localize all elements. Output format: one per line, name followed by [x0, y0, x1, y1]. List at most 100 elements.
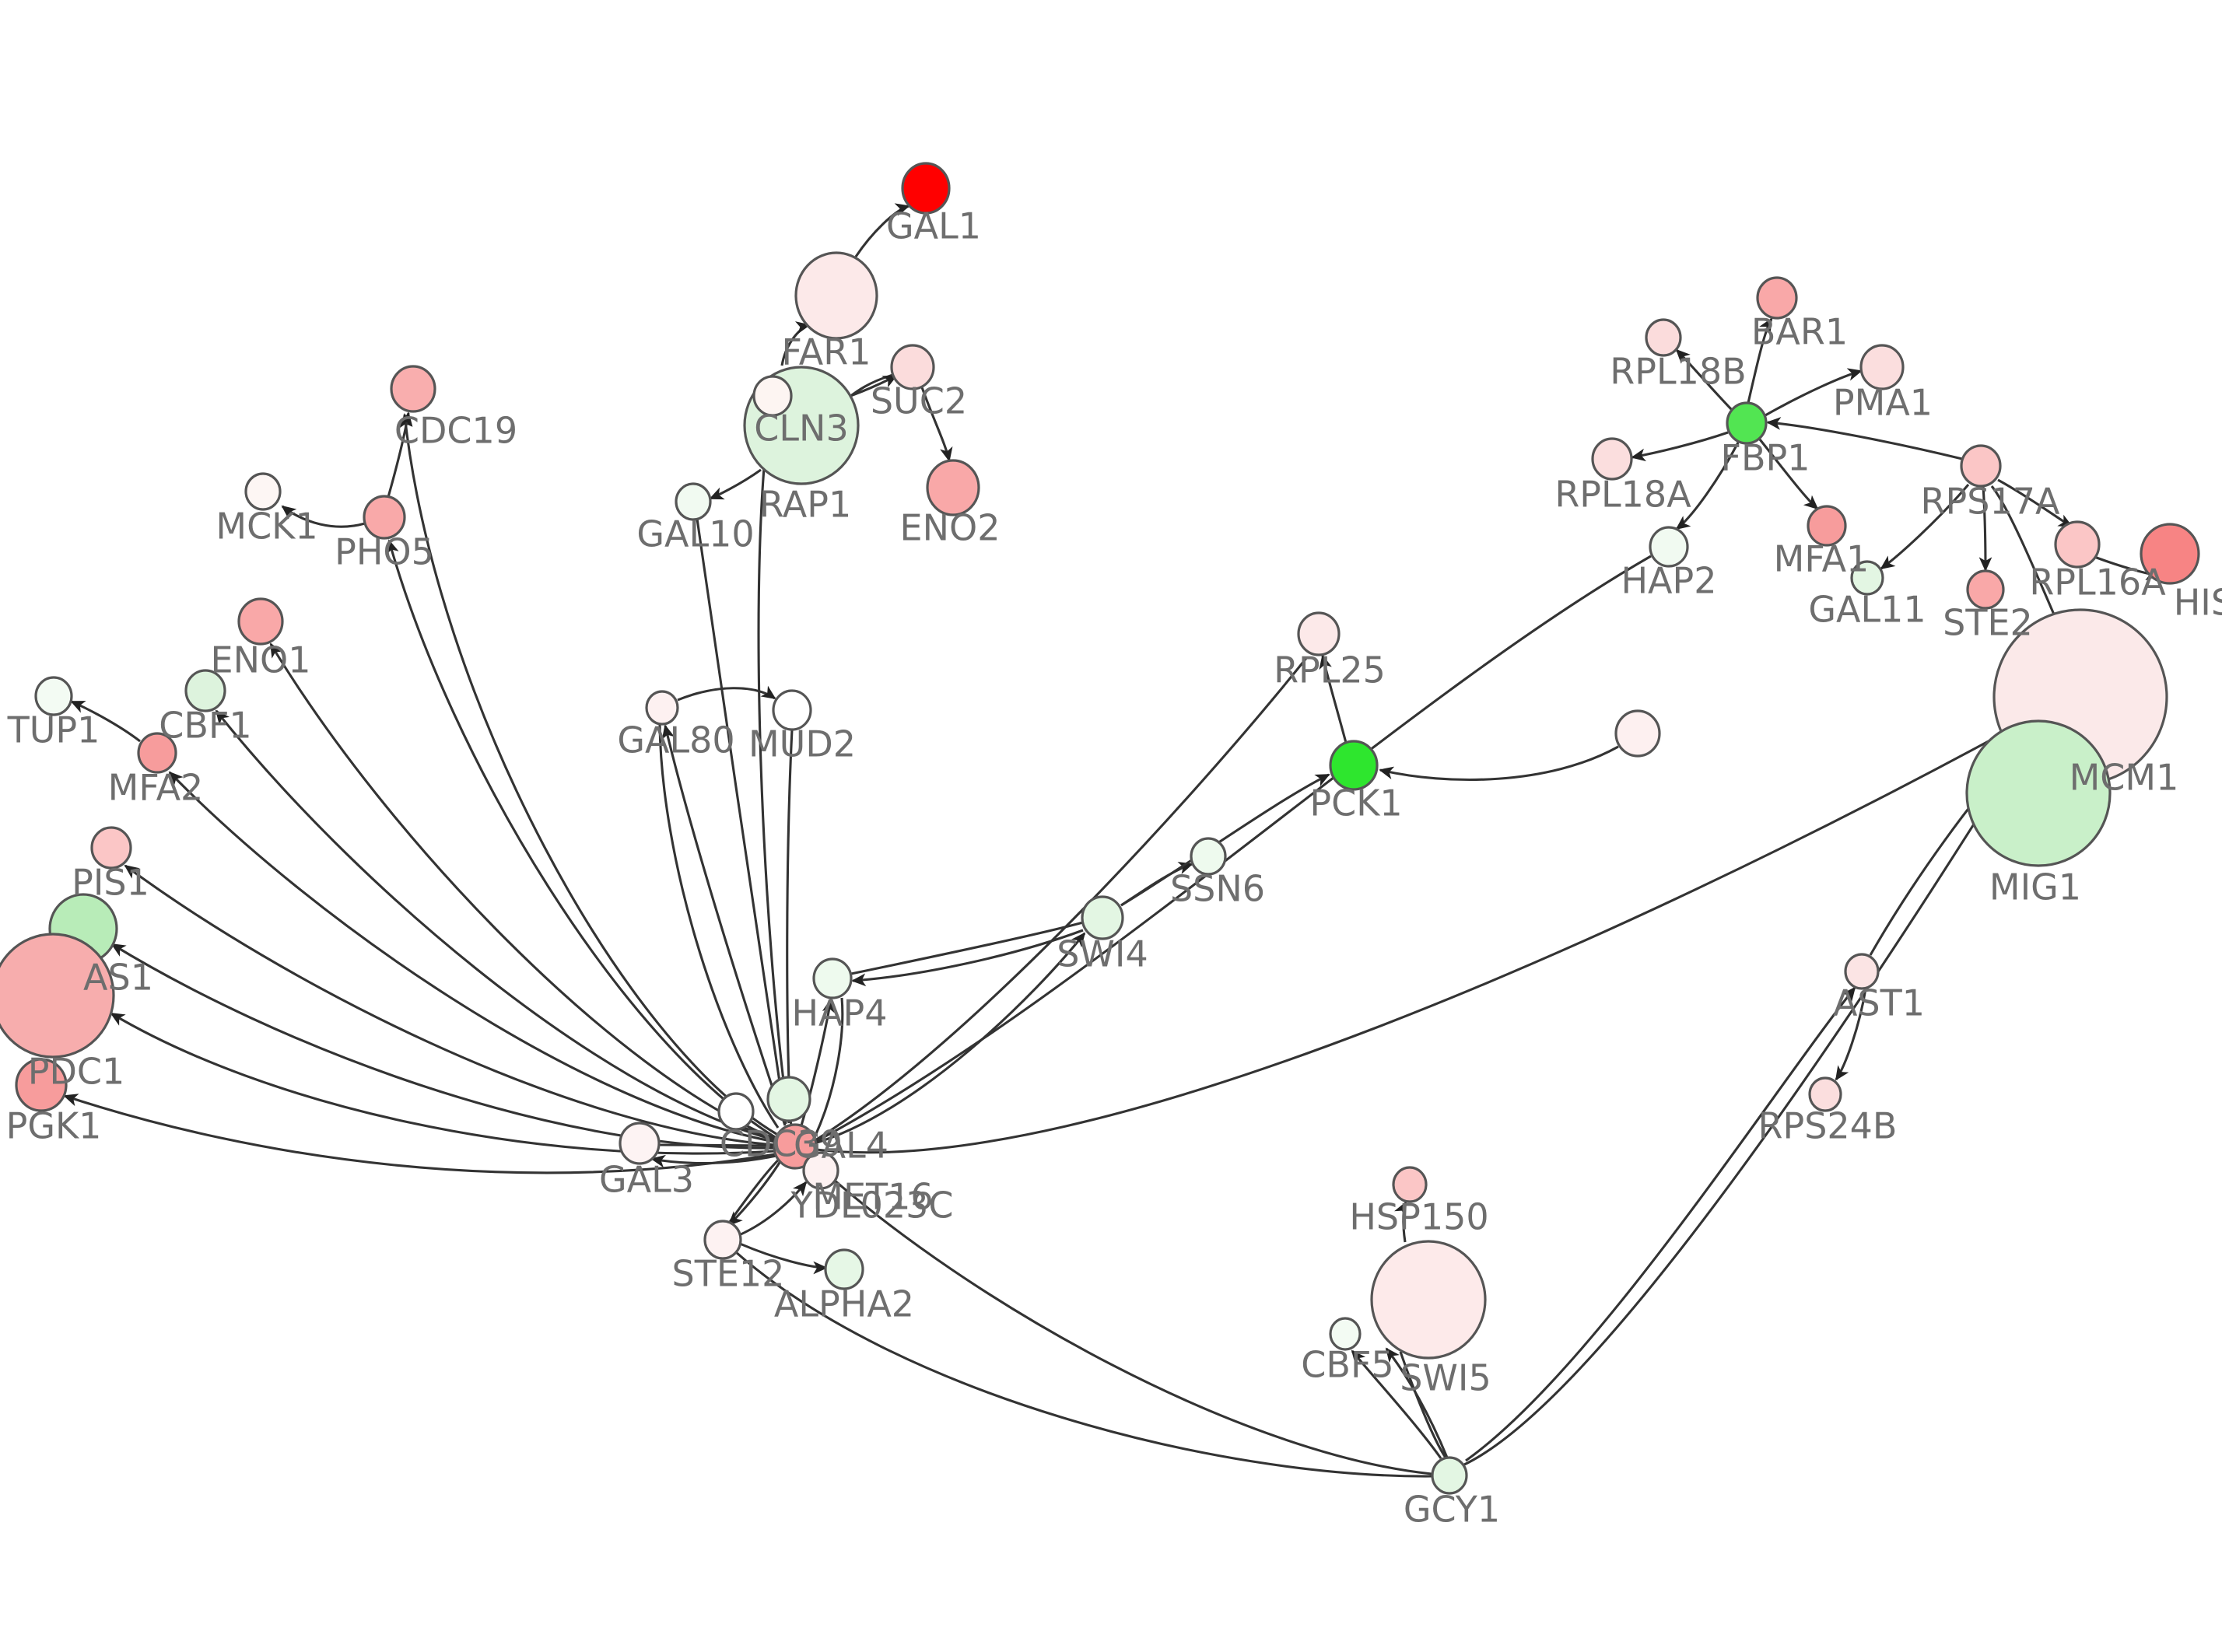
- node-met16[interactable]: [766, 1076, 811, 1122]
- node-rpl16a[interactable]: [2054, 520, 2101, 569]
- node-suc2[interactable]: [890, 344, 935, 390]
- node-far1[interactable]: [794, 251, 878, 340]
- nodes-layer: [0, 162, 2200, 1495]
- node-label-pho5: PHO5: [335, 531, 434, 573]
- node-pho5[interactable]: [363, 495, 406, 540]
- node-label-ste12: STE12: [672, 1253, 785, 1295]
- node-pck1[interactable]: [1329, 740, 1379, 791]
- node-alpha2[interactable]: [824, 1248, 864, 1290]
- edge-gal80-to-gal4: [658, 723, 780, 1129]
- node-gal10[interactable]: [675, 482, 712, 521]
- node-label-cdc19: CDC19: [394, 410, 517, 452]
- node-label-tup1: TUP1: [7, 709, 100, 751]
- node-label-gal1: GAL1: [886, 205, 981, 247]
- node-pma1[interactable]: [1859, 344, 1905, 390]
- edge-gal4-to-cdc19: [399, 413, 777, 1136]
- node-cdc19[interactable]: [390, 365, 436, 413]
- edge-gal4-to-pis1: [124, 864, 776, 1146]
- edge-ste12-to-ydl023c: [738, 1181, 808, 1237]
- node-pdc1[interactable]: [0, 933, 115, 1059]
- node-rps24b[interactable]: [1808, 1076, 1842, 1112]
- edge-rap1-to-gal4: [757, 415, 790, 1124]
- node-swi5[interactable]: [1370, 1240, 1487, 1360]
- node-label-fbp1: FBP1: [1720, 437, 1810, 479]
- node-gal3[interactable]: [619, 1122, 661, 1165]
- edge-gal4-to-pgk1: [63, 1094, 776, 1174]
- edge-ste12-to-alpha2: [739, 1242, 828, 1275]
- node-label-hsp150: HSP150: [1349, 1196, 1488, 1238]
- node-label-hap2: HAP2: [1621, 560, 1716, 602]
- node-rps17a[interactable]: [1960, 444, 2002, 488]
- node-hap2[interactable]: [1649, 526, 1689, 568]
- edge-pho5-to-cdc19: [387, 411, 413, 498]
- edge-cln3-to-gal10: [709, 468, 762, 500]
- node-rpl18b[interactable]: [1645, 318, 1682, 357]
- edge-gal4-to-swi4: [814, 932, 1086, 1145]
- node-ydl023c[interactable]: [802, 1151, 839, 1190]
- edge-mfa2-to-tup1: [70, 700, 141, 743]
- node-bar1[interactable]: [1756, 276, 1798, 320]
- edge-gal4-to-ste12: [727, 1158, 783, 1227]
- node-label-cbf1: CBF1: [159, 705, 251, 747]
- node-rpl18a[interactable]: [1591, 437, 1633, 481]
- node-gal11[interactable]: [1850, 560, 1884, 596]
- node-label-far1: FAR1: [782, 331, 871, 373]
- node-hap4[interactable]: [812, 957, 853, 999]
- edge-gal3-to-gal4: [658, 1143, 775, 1147]
- edge-gal4-to-gal3: [650, 1154, 777, 1168]
- edge-gal4-to-pho5: [386, 539, 776, 1139]
- node-mfa1[interactable]: [1807, 505, 1847, 547]
- node-eno2[interactable]: [926, 459, 980, 516]
- node-gcy1[interactable]: [1431, 1456, 1468, 1495]
- node-label-as1: AS1: [83, 957, 153, 999]
- node-ste2[interactable]: [1966, 569, 2005, 610]
- node-mig1[interactable]: [1965, 719, 2112, 867]
- edge-gcy1-to-ast1: [1465, 986, 1856, 1462]
- node-unlabeled-32[interactable]: [1614, 709, 1661, 758]
- edge-hap2-to-gal4: [815, 555, 1652, 1143]
- node-eno1[interactable]: [237, 597, 284, 646]
- edge-ast1-to-rps24b: [1835, 988, 1867, 1081]
- node-gal4[interactable]: [773, 1123, 818, 1170]
- edge-mud2-to-gal4: [786, 729, 794, 1121]
- node-label-rap1: RAP1: [759, 484, 852, 526]
- node-swi4[interactable]: [1081, 895, 1124, 940]
- node-label-mfa1: MFA1: [1774, 538, 1870, 580]
- node-label-swi4: SWI4: [1057, 933, 1148, 975]
- node-pgk1[interactable]: [15, 1058, 68, 1112]
- node-cbf1[interactable]: [184, 669, 226, 712]
- edge-gal4-to-rpl25: [815, 656, 1309, 1142]
- edges-layer: [63, 203, 2161, 1478]
- edge-swi4-to-hap4: [851, 929, 1084, 987]
- node-mfa2[interactable]: [137, 732, 177, 774]
- node-ssn6[interactable]: [1190, 837, 1227, 876]
- node-his4[interactable]: [2140, 523, 2200, 585]
- node-mud2[interactable]: [772, 689, 812, 731]
- edge-rps17a-to-fbp1: [1766, 417, 1963, 460]
- node-tup1[interactable]: [34, 676, 73, 716]
- node-ste12[interactable]: [703, 1220, 742, 1260]
- node-label-gal10: GAL10: [636, 513, 754, 555]
- node-label-alpha2: ALPHA2: [774, 1283, 914, 1325]
- node-label-mud2: MUD2: [748, 723, 856, 765]
- edge-fbp1-to-rpl18b: [1675, 348, 1733, 411]
- node-label-ydl023c: YDL023C: [790, 1185, 953, 1227]
- node-rap1[interactable]: [752, 375, 793, 417]
- node-rpl25[interactable]: [1297, 611, 1341, 656]
- edge-gal4-to-cbf1: [215, 709, 776, 1142]
- node-cbf5[interactable]: [1329, 1317, 1362, 1351]
- node-gal1[interactable]: [901, 162, 951, 215]
- node-label-pis1: PIS1: [72, 862, 149, 904]
- node-mck1[interactable]: [244, 472, 282, 511]
- node-hsp150[interactable]: [1392, 1166, 1428, 1203]
- edge-gal4-to-eno1: [269, 642, 776, 1140]
- edge-gcy1-to-cbf5: [1351, 1349, 1442, 1459]
- edge-swi5-to-gcy1: [1399, 1351, 1447, 1458]
- node-fbp1[interactable]: [1726, 401, 1768, 445]
- edge-unlabeled_a-to-pck1: [1379, 745, 1619, 782]
- node-ast1[interactable]: [1844, 953, 1880, 990]
- node-pis1[interactable]: [90, 826, 132, 870]
- node-gal80[interactable]: [645, 690, 679, 726]
- node-cdc39[interactable]: [717, 1092, 755, 1131]
